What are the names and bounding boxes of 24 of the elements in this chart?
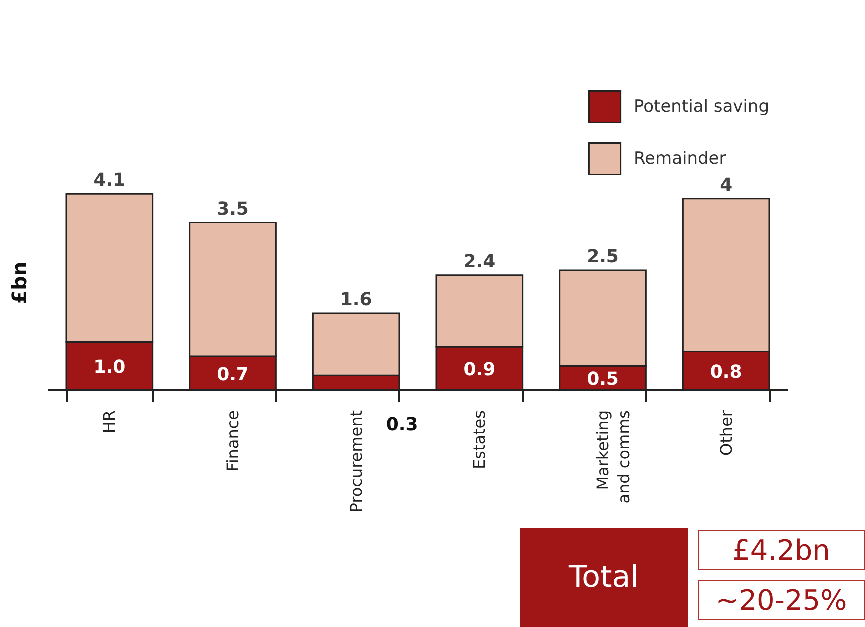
x-tick-label: HR bbox=[100, 410, 120, 434]
total-label: 3.5 bbox=[217, 198, 249, 220]
total-label: 1.6 bbox=[340, 290, 372, 311]
data-label: 0.5 bbox=[587, 369, 619, 390]
legend-label: Potential saving bbox=[634, 97, 770, 117]
total-label: 4.1 bbox=[94, 170, 126, 192]
y-axis-title: £bn bbox=[8, 262, 32, 304]
data-label: 1.0 bbox=[94, 357, 126, 378]
x-tick-label: Marketing and comms bbox=[594, 410, 634, 504]
x-tick-label: Procurement bbox=[346, 410, 366, 513]
total-label: 2.4 bbox=[464, 251, 496, 272]
data-label: 0.8 bbox=[710, 362, 742, 383]
text: Total bbox=[520, 528, 688, 627]
data-label: 0.9 bbox=[464, 360, 496, 380]
text: ~20-25% bbox=[698, 580, 865, 620]
x-tick-label: Estates bbox=[470, 410, 490, 470]
total-label: 4 bbox=[720, 174, 733, 196]
legend-label: Remainder bbox=[634, 149, 726, 169]
total-label: 2.5 bbox=[587, 246, 619, 268]
annotation: 0.3 bbox=[386, 414, 418, 436]
x-tick-label: Finance bbox=[224, 410, 242, 472]
text: £4.2bn bbox=[698, 530, 865, 570]
x-tick-label: Other bbox=[716, 410, 736, 456]
data-label: 0.7 bbox=[217, 364, 249, 386]
